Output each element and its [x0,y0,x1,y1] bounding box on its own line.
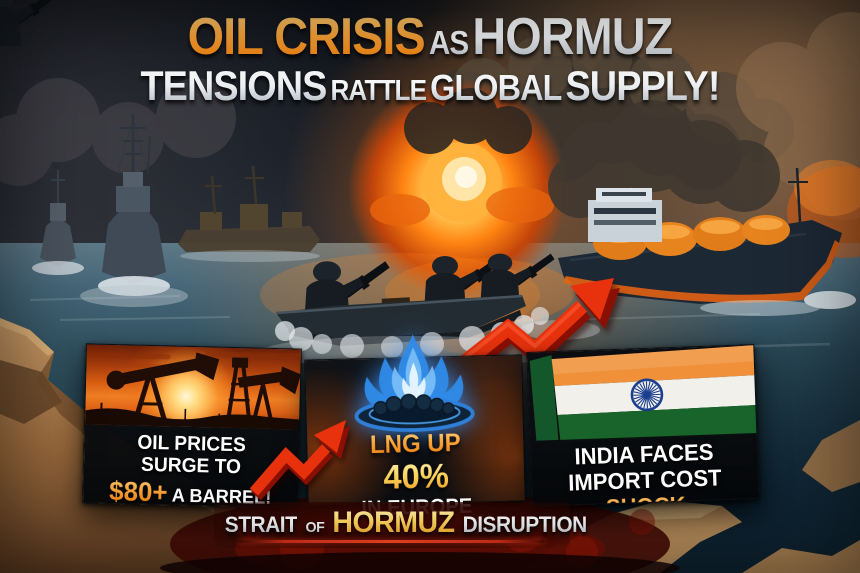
trend-arrow-icon [249,420,350,501]
headline-tensions: TENSIONS [140,62,327,110]
india-flag-icon [527,345,759,443]
india-panel-line2: IMPORT COST [567,464,722,496]
warship-silhouette-background [178,165,320,262]
panel-lng-europe: LNG UP 40% IN EUROPE [304,334,526,520]
tanker-ship [548,100,856,316]
headline: OIL CRISIS AS HORMUZ TENSIONS RATTLE GLO… [0,10,860,108]
headline-supply: SUPPLY! [565,62,720,110]
warship-silhouette-main [80,114,188,307]
india-panel-text-area: INDIA FACES IMPORT COST SHOCK [530,433,759,506]
banner-disruption: DISRUPTION [462,512,588,537]
headline-oil-crisis: OIL CRISIS [187,8,426,66]
banner-hormuz: HORMUZ [332,506,455,539]
tanker-superstructure [588,188,662,242]
oil-price-value: $80+ [108,475,168,508]
ashoka-chakra-icon [630,378,664,412]
banner-strait: STRAIT [224,512,298,537]
trend-arrow-icon [455,278,620,378]
headline-global: GLOBAL [430,67,562,109]
banner-underline [238,540,546,543]
gas-flame-icon [338,330,491,443]
oil-pumpjack-icon [85,344,301,430]
soldier-silhouette [0,0,53,46]
explosion-effect [348,78,860,298]
headline-as: AS [428,24,469,61]
warship-silhouette-left [32,170,84,275]
banner-of: OF [305,519,325,536]
headline-hormuz: HORMUZ [472,8,673,66]
headline-rattle: RATTLE [330,75,427,108]
bottom-banner: STRAIT OF HORMUZ DISRUPTION [214,502,587,548]
panel-india-import: INDIA FACES IMPORT COST SHOCK [526,344,760,507]
panel-oil-prices: OIL PRICES SURGE TO $80+ A BARREL! [82,343,302,509]
